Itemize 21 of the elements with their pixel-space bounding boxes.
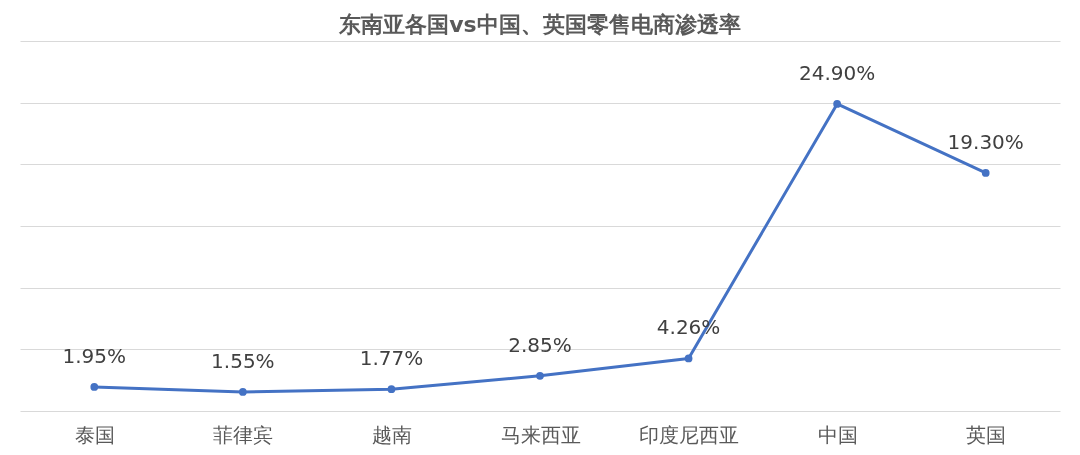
- point: [238, 388, 247, 396]
- x-tick-label: 英国: [966, 422, 1007, 447]
- chart-title: 东南亚各国vs中国、英国零售电商渗透率: [338, 12, 741, 37]
- data-label: 1.77%: [359, 346, 424, 371]
- x-tick-label: 菲律宾: [213, 422, 274, 447]
- point: [90, 383, 99, 391]
- point: [684, 354, 693, 363]
- point: [387, 385, 396, 394]
- x-tick-label: 中国: [817, 422, 858, 447]
- point: [981, 169, 990, 177]
- data-label: 1.55%: [211, 348, 275, 373]
- data-label: 2.85%: [508, 332, 572, 357]
- x-tick-label: 泰国: [74, 422, 115, 447]
- point: [833, 100, 842, 108]
- data-label: 24.90%: [799, 60, 876, 85]
- point: [536, 371, 544, 380]
- x-tick-label: 越南: [371, 422, 412, 447]
- data-label: 19.30%: [947, 129, 1024, 154]
- x-tick-label: 印度尼西亚: [639, 422, 740, 447]
- x-tick-label: 马来西亚: [500, 422, 581, 447]
- data-label: 1.95%: [62, 343, 127, 368]
